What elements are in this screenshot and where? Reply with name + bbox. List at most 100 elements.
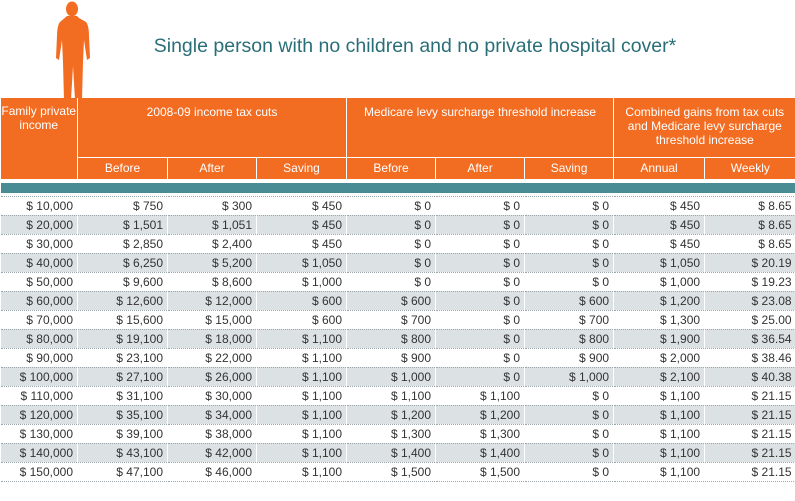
cell-tax-before: $ 39,100 — [77, 424, 168, 444]
cell-tax-after: $ 8,600 — [167, 272, 257, 292]
cell-medicare-before: $ 0 — [346, 195, 437, 216]
cell-medicare-after: $ 0 — [435, 215, 526, 235]
income-table: Family private income 2008-09 income tax… — [0, 98, 795, 482]
cell-income: $ 40,000 — [0, 253, 78, 273]
cell-medicare-saving: $ 700 — [524, 310, 615, 330]
cell-combined-annual: $ 1,100 — [613, 424, 706, 444]
cell-medicare-saving: $ 0 — [524, 386, 615, 406]
cell-tax-before: $ 27,100 — [77, 367, 168, 387]
cell-combined-annual: $ 450 — [613, 215, 706, 235]
cell-combined-annual: $ 2,000 — [613, 348, 706, 368]
cell-medicare-saving: $ 0 — [524, 405, 615, 425]
cell-tax-saving: $ 1,100 — [255, 367, 348, 387]
cell-combined-weekly: $ 21.15 — [704, 405, 795, 425]
table-body: $ 10,000 $ 750 $ 300 $ 450 $ 0 $ 0 $ 0 $ 450 $ 8… — [0, 179, 795, 482]
cell-tax-after: $ 30,000 — [167, 386, 257, 406]
table-row: $ 30,000 $ 2,850 $ 2,400 $ 450 $ 0 $ 0 $ 0 $ 45… — [0, 234, 795, 254]
header-group-tax-cuts: 2008-09 income tax cuts — [76, 98, 348, 158]
cell-combined-weekly: $ 20.19 — [704, 253, 795, 273]
cell-combined-annual: $ 1,000 — [613, 272, 706, 292]
cell-medicare-saving: $ 0 — [524, 253, 615, 273]
cell-medicare-before: $ 600 — [346, 291, 437, 311]
cell-combined-annual: $ 450 — [613, 234, 706, 254]
cell-tax-after: $ 15,000 — [167, 310, 257, 330]
header-tax-before: Before — [77, 157, 168, 180]
table-row: $ 60,000 $ 12,600 $ 12,000 $ 600 $ 600 $ 0 $ 6… — [0, 291, 795, 311]
cell-income: $ 60,000 — [0, 291, 78, 311]
cell-tax-saving: $ 1,000 — [255, 272, 348, 292]
cell-medicare-saving: $ 0 — [524, 195, 615, 216]
cell-medicare-saving: $ 1,000 — [524, 367, 615, 387]
table-row: $ 110,000 $ 31,100 $ 30,000 $ 1,100 $ 1,100 $… — [0, 386, 795, 406]
cell-medicare-before: $ 700 — [346, 310, 437, 330]
cell-tax-saving: $ 1,100 — [255, 348, 348, 368]
cell-medicare-saving: $ 0 — [524, 462, 615, 482]
table-row: $ 20,000 $ 1,501 $ 1,051 $ 450 $ 0 $ 0 $ 0 $ 45… — [0, 215, 795, 235]
header-income: Family private income — [0, 98, 78, 180]
cell-medicare-before: $ 800 — [346, 329, 437, 349]
cell-tax-saving: $ 450 — [255, 195, 348, 216]
cell-medicare-after: $ 1,100 — [435, 386, 526, 406]
cell-combined-weekly: $ 23.08 — [704, 291, 795, 311]
cell-tax-before: $ 1,501 — [77, 215, 168, 235]
cell-combined-annual: $ 1,200 — [613, 291, 706, 311]
cell-medicare-saving: $ 800 — [524, 329, 615, 349]
cell-tax-after: $ 2,400 — [167, 234, 257, 254]
cell-medicare-after: $ 0 — [435, 367, 526, 387]
cell-medicare-after: $ 1,400 — [435, 443, 526, 463]
cell-combined-weekly: $ 25.00 — [704, 310, 795, 330]
cell-combined-annual: $ 1,100 — [613, 386, 706, 406]
cell-tax-before: $ 15,600 — [77, 310, 168, 330]
cell-combined-weekly: $ 21.15 — [704, 443, 795, 463]
table-row: $ 150,000 $ 47,100 $ 46,000 $ 1,100 $ 1,500 $… — [0, 462, 795, 482]
header-medicare-before: Before — [346, 157, 437, 180]
cell-medicare-after: $ 0 — [435, 195, 526, 216]
cell-income: $ 20,000 — [0, 215, 78, 235]
table-row: $ 70,000 $ 15,600 $ 15,000 $ 600 $ 700 $ 0 $ 7… — [0, 310, 795, 330]
cell-medicare-before: $ 900 — [346, 348, 437, 368]
cell-tax-saving: $ 450 — [255, 234, 348, 254]
cell-tax-before: $ 35,100 — [77, 405, 168, 425]
cell-tax-saving: $ 1,100 — [255, 386, 348, 406]
cell-combined-annual: $ 1,100 — [613, 443, 706, 463]
cell-medicare-after: $ 0 — [435, 310, 526, 330]
cell-combined-weekly: $ 8.65 — [704, 234, 795, 254]
person-silhouette-icon — [56, 1, 90, 100]
cell-medicare-after: $ 0 — [435, 234, 526, 254]
cell-combined-annual: $ 450 — [613, 195, 706, 216]
cell-tax-before: $ 9,600 — [77, 272, 168, 292]
cell-tax-after: $ 5,200 — [167, 253, 257, 273]
cell-medicare-saving: $ 0 — [524, 272, 615, 292]
cell-tax-before: $ 43,100 — [77, 443, 168, 463]
cell-combined-weekly: $ 36.54 — [704, 329, 795, 349]
cell-tax-saving: $ 1,100 — [255, 424, 348, 444]
cell-income: $ 120,000 — [0, 405, 78, 425]
cell-income: $ 90,000 — [0, 348, 78, 368]
cell-tax-after: $ 26,000 — [167, 367, 257, 387]
cell-medicare-after: $ 0 — [435, 291, 526, 311]
cell-medicare-before: $ 1,500 — [346, 462, 437, 482]
cell-combined-weekly: $ 21.15 — [704, 462, 795, 482]
page-title: Single person with no children and no pr… — [153, 35, 677, 57]
cell-tax-before: $ 2,850 — [77, 234, 168, 254]
table-row: $ 40,000 $ 6,250 $ 5,200 $ 1,050 $ 0 $ 0 $ 0 $ … — [0, 253, 795, 273]
table-row: $ 140,000 $ 43,100 $ 42,000 $ 1,100 $ 1,400 $… — [0, 443, 795, 463]
cell-tax-after: $ 38,000 — [167, 424, 257, 444]
cell-income: $ 30,000 — [0, 234, 78, 254]
header-tax-saving: Saving — [255, 157, 348, 180]
cell-tax-before: $ 6,250 — [77, 253, 168, 273]
cell-medicare-saving: $ 900 — [524, 348, 615, 368]
cell-medicare-before: $ 0 — [346, 215, 437, 235]
header-group-combined: Combined gains from tax cuts and Medicar… — [613, 98, 795, 158]
cell-medicare-saving: $ 0 — [524, 234, 615, 254]
cell-tax-saving: $ 600 — [255, 310, 348, 330]
cell-tax-saving: $ 450 — [255, 215, 348, 235]
cell-medicare-saving: $ 0 — [524, 443, 615, 463]
cell-combined-weekly: $ 8.65 — [704, 195, 795, 216]
cell-combined-weekly: $ 38.46 — [704, 348, 795, 368]
cell-medicare-before: $ 0 — [346, 272, 437, 292]
cell-tax-after: $ 18,000 — [167, 329, 257, 349]
cell-tax-saving: $ 600 — [255, 291, 348, 311]
cell-combined-annual: $ 1,050 — [613, 253, 706, 273]
cell-tax-after: $ 22,000 — [167, 348, 257, 368]
